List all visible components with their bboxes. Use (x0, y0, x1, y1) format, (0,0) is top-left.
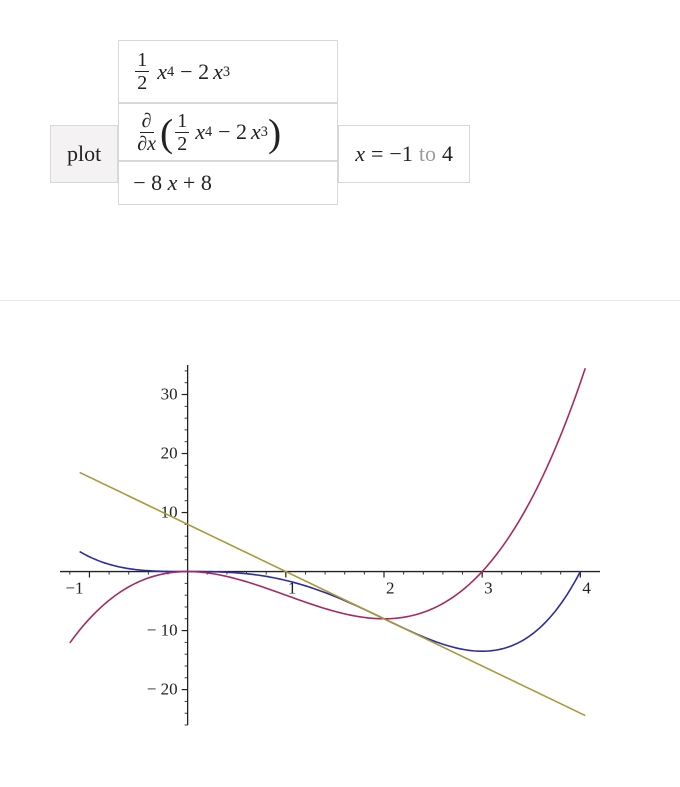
partial-sym: ∂ (140, 110, 154, 133)
rparen-icon: ) (268, 118, 281, 150)
range-from: −1 (389, 141, 412, 167)
lparen-icon: ( (160, 118, 173, 150)
x-tick-label: −1 (65, 579, 83, 598)
expression-stack: 1 2 x4 − 2 x3 ∂ ∂x ( (118, 40, 338, 205)
range-to: 4 (442, 141, 453, 167)
partial-frac: ∂ ∂x (135, 110, 158, 155)
y-tick-label: − 10 (147, 621, 178, 640)
plot-area: −11234− 20− 10102030 (50, 360, 610, 730)
range-cell: x = −1 to 4 (338, 125, 470, 183)
var-x4: x (251, 119, 261, 145)
y-tick-label: − 20 (147, 680, 178, 699)
fraction-half-2: 1 2 (175, 110, 189, 155)
y-tick-label: 30 (161, 385, 178, 404)
expr-cell-derivative: ∂ ∂x ( 1 2 x4 − 2 x3 ) (118, 103, 338, 161)
minus-2b: − 2 (218, 119, 247, 145)
x-tick-label: 3 (484, 579, 493, 598)
var-x: x (157, 59, 167, 85)
x-tick-label: 4 (582, 579, 591, 598)
y-tick-label: 20 (161, 444, 178, 463)
frac-den2: 2 (175, 133, 189, 155)
frac-num2: 1 (175, 110, 189, 133)
frac-num: 1 (135, 49, 149, 72)
var-x2: x (213, 59, 223, 85)
expr-line-text: − 8 x + 8 (133, 170, 212, 196)
range-eq: = (371, 141, 383, 167)
section-divider (0, 300, 680, 301)
minus-2: − 2 (180, 59, 209, 85)
fraction-half-1: 1 2 (135, 49, 149, 94)
input-block: plot 1 2 x4 − 2 x3 ∂ (50, 40, 640, 205)
plot-svg: −11234− 20− 10102030 (50, 360, 610, 730)
expr-cell-f: 1 2 x4 − 2 x3 (118, 40, 338, 103)
x-tick-label: 2 (386, 579, 395, 598)
partial-dx: ∂x (135, 133, 158, 155)
range-to-word: to (419, 141, 436, 167)
range-var: x (355, 141, 365, 167)
plot-keyword: plot (67, 141, 101, 167)
plot-keyword-cell: plot (50, 125, 118, 183)
frac-den: 2 (135, 72, 149, 94)
var-x3: x (195, 119, 205, 145)
expr-cell-line: − 8 x + 8 (118, 161, 338, 205)
